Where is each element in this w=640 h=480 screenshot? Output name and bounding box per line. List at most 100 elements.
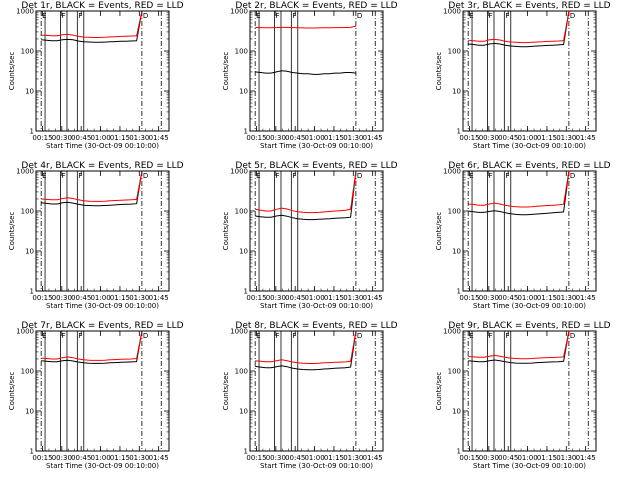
x-tick-label: 00:45 <box>71 454 91 462</box>
x-tick-label: 00:30 <box>479 294 499 302</box>
flag-label: F <box>489 172 493 180</box>
series-line-lld <box>41 330 143 361</box>
x-tick-label: 00:30 <box>52 454 72 462</box>
x-tick-label: 00:15 <box>246 454 266 462</box>
panel-title: Det 8r, BLACK = Events, RED = LLD <box>235 321 397 331</box>
y-tick-label: 1000 <box>443 168 461 176</box>
flag-label: E <box>256 172 260 180</box>
x-axis-label: Start Time (30-Oct-09 00:10:00) <box>473 142 586 150</box>
x-tick-label: 01:00 <box>517 294 537 302</box>
x-tick-label: 00:15 <box>246 294 266 302</box>
flag-label: F <box>78 12 82 20</box>
x-tick-label: 01:15 <box>537 134 557 142</box>
plot-frame <box>35 330 170 452</box>
flag-label: F <box>489 332 493 340</box>
x-tick-label: 01:00 <box>304 454 324 462</box>
y-axis-label: Counts/sec <box>8 52 16 91</box>
flag-label: D <box>570 332 575 340</box>
x-tick-label: 01:15 <box>110 134 130 142</box>
x-tick-label: 01:15 <box>324 294 344 302</box>
series-line-lld <box>468 330 570 360</box>
panel-title: Det 4r, BLACK = Events, RED = LLD <box>21 161 183 171</box>
x-tick-label: 01:45 <box>363 134 383 142</box>
y-axis-label: Counts/sec <box>435 372 443 411</box>
x-tick-label: 00:30 <box>52 294 72 302</box>
flag-label: D <box>143 172 148 180</box>
x-tick-label: 01:15 <box>537 454 557 462</box>
x-tick-label: 01:00 <box>517 454 537 462</box>
x-tick-label: 00:15 <box>32 294 52 302</box>
y-tick-label: 100 <box>21 208 34 216</box>
x-tick-label: 00:45 <box>498 454 518 462</box>
y-tick-label: 1 <box>457 448 461 456</box>
x-tick-label: 00:15 <box>459 294 479 302</box>
flag-label: D <box>357 332 362 340</box>
flag-label: F <box>505 172 509 180</box>
x-tick-label: 00:30 <box>266 134 286 142</box>
x-axis-label: Start Time (30-Oct-09 00:10:00) <box>473 302 586 310</box>
detector-panel: Det 7r, BLACK = Events, RED = LLD 1 10 100 1… <box>8 321 184 470</box>
x-axis-label: Start Time (30-Oct-09 00:10:00) <box>473 462 586 470</box>
x-tick-label: 00:15 <box>32 454 52 462</box>
x-tick-label: 00:15 <box>246 134 266 142</box>
x-tick-label: 00:45 <box>498 134 518 142</box>
y-tick-label: 10 <box>25 408 34 416</box>
y-tick-label: 1000 <box>16 328 34 336</box>
flag-label: E <box>256 332 260 340</box>
y-tick-label: 100 <box>21 48 34 56</box>
detector-panel: Det 8r, BLACK = Events, RED = LLD 1 10 100 1… <box>222 321 398 470</box>
flag-label: F <box>276 12 280 20</box>
x-tick-label: 01:45 <box>149 454 169 462</box>
series-line-lld <box>41 170 143 202</box>
x-tick-label: 01:15 <box>110 294 130 302</box>
x-tick-label: 01:45 <box>576 134 596 142</box>
x-tick-label: 01:30 <box>129 454 149 462</box>
y-tick-label: 1 <box>244 288 248 296</box>
panel-title: Det 6r, BLACK = Events, RED = LLD <box>448 161 610 171</box>
series-line-events <box>468 10 570 48</box>
flag-label: D <box>357 172 362 180</box>
x-tick-label: 00:30 <box>479 454 499 462</box>
x-tick-label: 00:30 <box>266 294 286 302</box>
x-tick-label: 01:45 <box>149 294 169 302</box>
y-tick-label: 10 <box>239 248 248 256</box>
detector-panel: Det 4r, BLACK = Events, RED = LLD 1 10 100 1… <box>8 161 184 310</box>
y-tick-label: 1 <box>457 128 461 136</box>
x-tick-label: 00:30 <box>52 134 72 142</box>
series-line-lld <box>41 10 143 38</box>
x-tick-label: 01:00 <box>304 134 324 142</box>
flag-label: F <box>505 332 509 340</box>
y-tick-label: 1000 <box>443 328 461 336</box>
flag-label: E <box>42 172 46 180</box>
y-axis-label: Counts/sec <box>8 372 16 411</box>
y-tick-label: 1000 <box>16 168 34 176</box>
plot-frame <box>249 10 384 132</box>
y-tick-label: 10 <box>239 408 248 416</box>
detector-panel: Det 1r, BLACK = Events, RED = LLD 1 10 100 1… <box>8 1 184 150</box>
x-tick-label: 00:45 <box>285 294 305 302</box>
x-tick-label: 01:15 <box>324 134 344 142</box>
plot-frame <box>462 10 597 132</box>
y-axis-label: Counts/sec <box>222 212 230 251</box>
flag-label: F <box>292 12 296 20</box>
plot-frame <box>462 170 597 292</box>
x-tick-label: 01:45 <box>576 454 596 462</box>
flag-label: F <box>78 332 82 340</box>
x-axis-label: Start Time (30-Oct-09 00:10:00) <box>260 462 373 470</box>
series-line-lld <box>255 25 357 29</box>
y-tick-label: 10 <box>452 408 461 416</box>
panel-title: Det 3r, BLACK = Events, RED = LLD <box>448 1 610 11</box>
panel-title: Det 2r, BLACK = Events, RED = LLD <box>235 1 397 11</box>
x-tick-label: 01:00 <box>304 294 324 302</box>
x-tick-label: 01:30 <box>556 134 576 142</box>
x-tick-label: 00:15 <box>32 134 52 142</box>
y-tick-label: 10 <box>25 248 34 256</box>
x-tick-label: 01:45 <box>149 134 169 142</box>
plot-frame <box>462 330 597 452</box>
x-axis-label: Start Time (30-Oct-09 00:10:00) <box>260 302 373 310</box>
plot-frame <box>249 330 384 452</box>
y-tick-label: 1000 <box>16 8 34 16</box>
panel-title: Det 7r, BLACK = Events, RED = LLD <box>21 321 183 331</box>
x-tick-label: 00:30 <box>479 134 499 142</box>
